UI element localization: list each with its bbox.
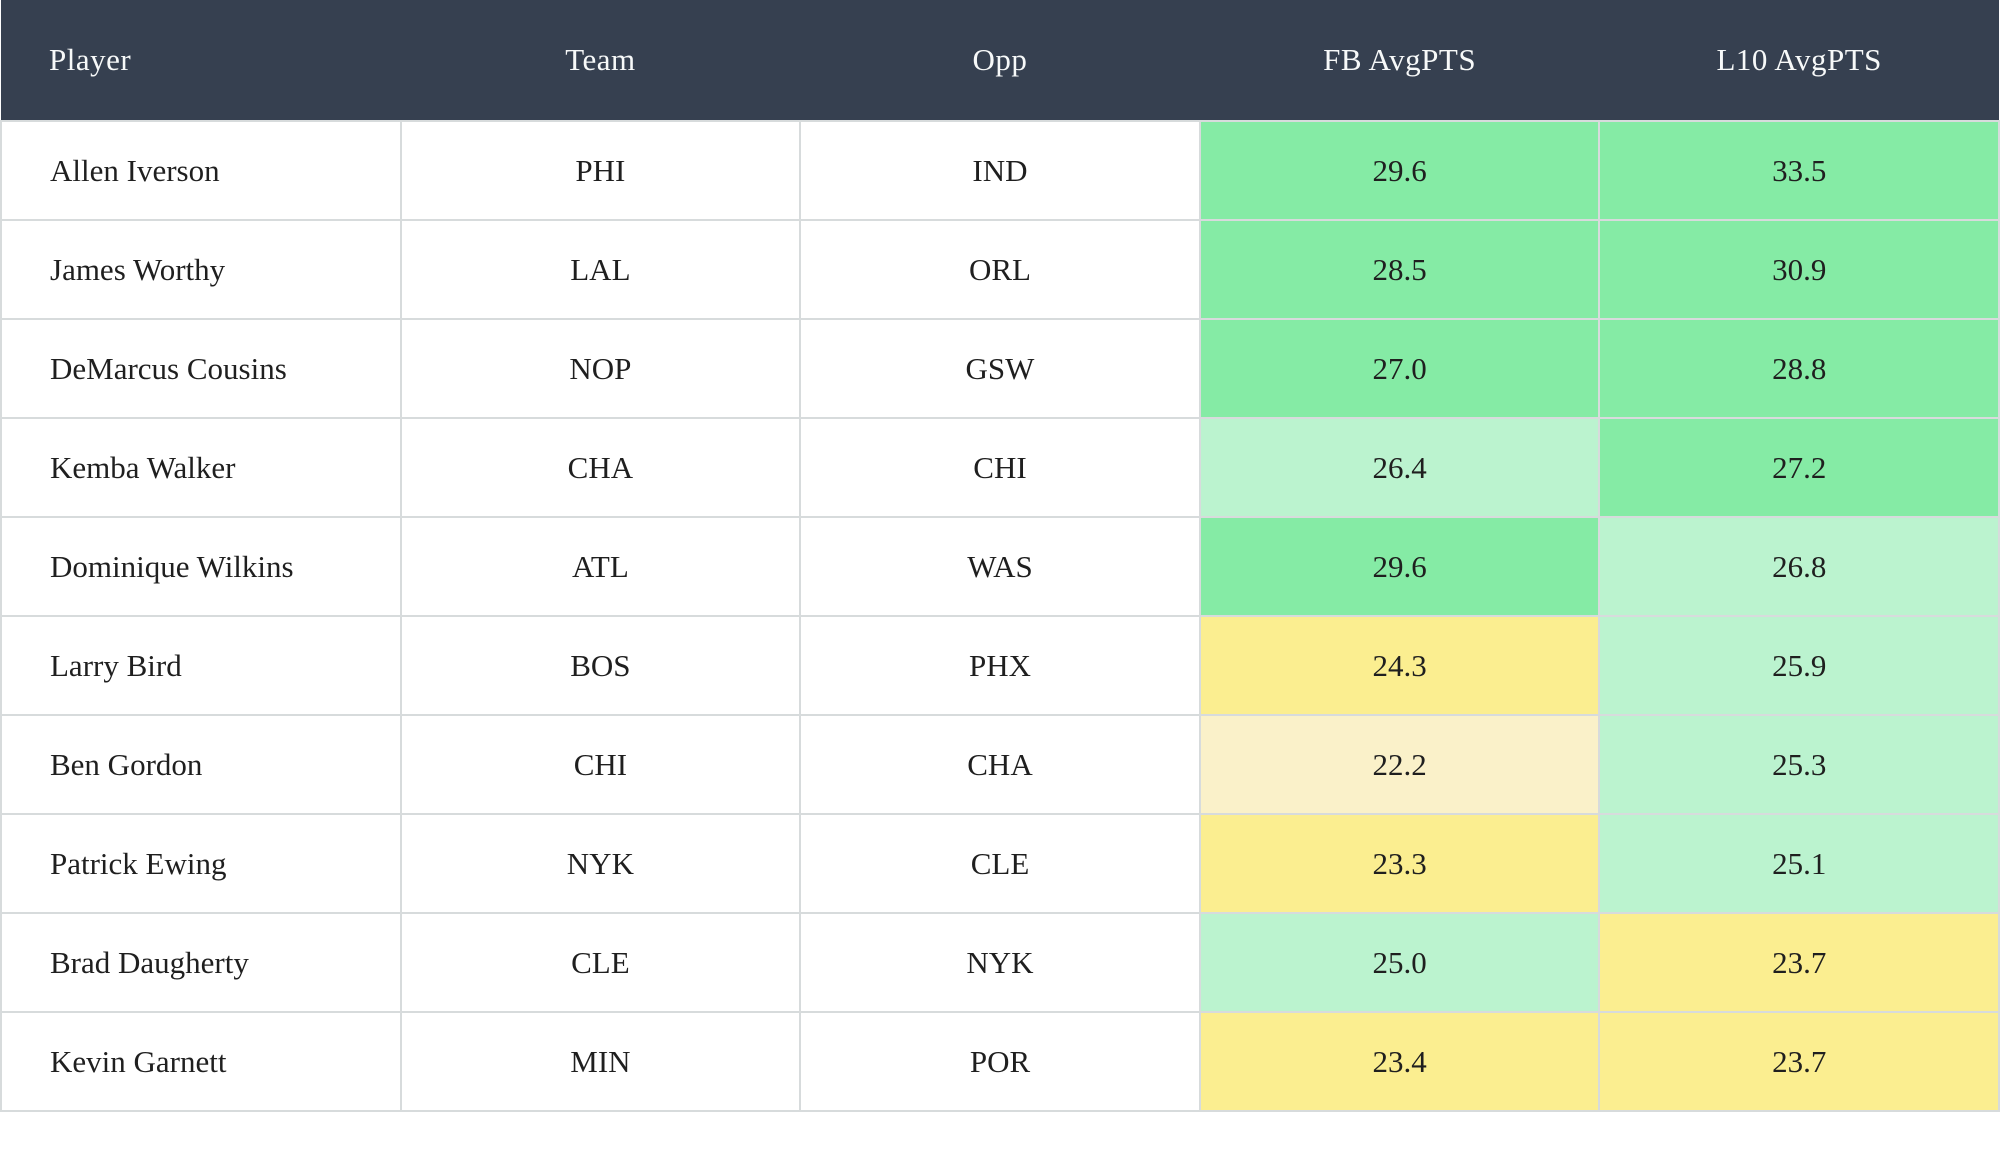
cell-player: Brad Daugherty [0, 912, 402, 1013]
cell-team: LAL [399, 219, 802, 320]
cell-opp: GSW [799, 318, 1201, 419]
cell-player: James Worthy [0, 219, 402, 320]
table-row: Kevin Garnett MIN POR 23.4 23.7 [0, 1011, 2000, 1112]
cell-fb-avgpts: 23.3 [1198, 813, 1601, 914]
cell-team: NOP [399, 318, 802, 419]
table-row: Larry Bird BOS PHX 24.3 25.9 [0, 615, 2000, 716]
cell-l10-avgpts: 26.8 [1598, 516, 2000, 617]
column-header-fb-avgpts: FB AvgPTS [1199, 0, 1600, 121]
column-header-opp: Opp [800, 0, 1200, 121]
cell-player: Patrick Ewing [0, 813, 402, 914]
table-header: Player Team Opp FB AvgPTS L10 AvgPTS [1, 0, 1999, 121]
cell-player: Ben Gordon [0, 714, 402, 815]
cell-l10-avgpts: 28.8 [1598, 318, 2000, 419]
cell-l10-avgpts: 33.5 [1598, 120, 2000, 221]
cell-player: Larry Bird [0, 615, 402, 716]
table-row: Dominique Wilkins ATL WAS 29.6 26.8 [0, 516, 2000, 617]
cell-l10-avgpts: 23.7 [1598, 1011, 2000, 1112]
cell-team: CHI [399, 714, 802, 815]
cell-opp: CHI [799, 417, 1201, 518]
cell-opp: POR [799, 1011, 1201, 1112]
cell-team: PHI [399, 120, 802, 221]
cell-player: Allen Iverson [0, 120, 402, 221]
table-row: DeMarcus Cousins NOP GSW 27.0 28.8 [0, 318, 2000, 419]
cell-fb-avgpts: 28.5 [1198, 219, 1601, 320]
table-row: Allen Iverson PHI IND 29.6 33.5 [0, 120, 2000, 221]
cell-team: ATL [399, 516, 802, 617]
column-header-l10-avgpts: L10 AvgPTS [1599, 0, 1999, 121]
cell-player: Kemba Walker [0, 417, 402, 518]
cell-team: NYK [399, 813, 802, 914]
cell-fb-avgpts: 22.2 [1198, 714, 1601, 815]
cell-l10-avgpts: 27.2 [1598, 417, 2000, 518]
cell-fb-avgpts: 25.0 [1198, 912, 1601, 1013]
cell-fb-avgpts: 29.6 [1198, 516, 1601, 617]
table-row: Kemba Walker CHA CHI 26.4 27.2 [0, 417, 2000, 518]
cell-l10-avgpts: 23.7 [1598, 912, 2000, 1013]
cell-fb-avgpts: 29.6 [1198, 120, 1601, 221]
cell-fb-avgpts: 26.4 [1198, 417, 1601, 518]
cell-l10-avgpts: 25.1 [1598, 813, 2000, 914]
cell-fb-avgpts: 24.3 [1198, 615, 1601, 716]
cell-opp: WAS [799, 516, 1201, 617]
table-row: Ben Gordon CHI CHA 22.2 25.3 [0, 714, 2000, 815]
cell-team: MIN [399, 1011, 802, 1112]
table-row: James Worthy LAL ORL 28.5 30.9 [0, 219, 2000, 320]
cell-opp: IND [799, 120, 1201, 221]
column-header-player: Player [1, 0, 401, 121]
cell-opp: CLE [799, 813, 1201, 914]
table-row: Patrick Ewing NYK CLE 23.3 25.1 [0, 813, 2000, 914]
cell-l10-avgpts: 25.3 [1598, 714, 2000, 815]
cell-team: BOS [399, 615, 802, 716]
cell-fb-avgpts: 23.4 [1198, 1011, 1601, 1112]
table-body: Allen Iverson PHI IND 29.6 33.5 James Wo… [0, 120, 2000, 1112]
cell-player: DeMarcus Cousins [0, 318, 402, 419]
cell-player: Dominique Wilkins [0, 516, 402, 617]
cell-l10-avgpts: 30.9 [1598, 219, 2000, 320]
table-row: Brad Daugherty CLE NYK 25.0 23.7 [0, 912, 2000, 1013]
cell-opp: ORL [799, 219, 1201, 320]
cell-opp: CHA [799, 714, 1201, 815]
player-stats-table: Player Team Opp FB AvgPTS L10 AvgPTS All… [0, 0, 2000, 1112]
cell-player: Kevin Garnett [0, 1011, 402, 1112]
header-row: Player Team Opp FB AvgPTS L10 AvgPTS [1, 0, 1999, 121]
cell-opp: PHX [799, 615, 1201, 716]
cell-fb-avgpts: 27.0 [1198, 318, 1601, 419]
cell-team: CLE [399, 912, 802, 1013]
cell-l10-avgpts: 25.9 [1598, 615, 2000, 716]
cell-team: CHA [399, 417, 802, 518]
column-header-team: Team [400, 0, 801, 121]
cell-opp: NYK [799, 912, 1201, 1013]
